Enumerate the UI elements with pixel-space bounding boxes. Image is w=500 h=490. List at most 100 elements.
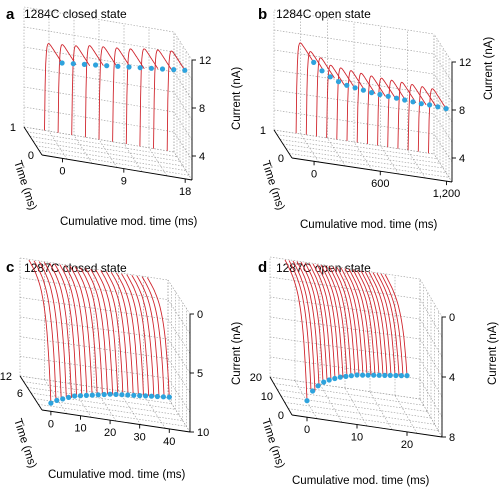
trace-line (304, 262, 328, 380)
grid-line (143, 394, 166, 429)
z-tick-label: 8 (449, 432, 455, 444)
trace-line (64, 265, 88, 396)
panel-c-zlabel: Current (nA) (231, 322, 243, 385)
grid-line (38, 404, 187, 427)
peak-marker (304, 398, 310, 404)
panel-a-y-axis (23, 126, 43, 156)
grid-line (369, 391, 393, 430)
x-tick-label: 0 (59, 165, 65, 177)
panel-d-markers (304, 372, 410, 404)
peak-marker (337, 374, 343, 380)
peak-marker (70, 61, 76, 67)
panel-d-grid (269, 256, 443, 438)
peak-marker (427, 102, 433, 108)
panel-a-title: 1284C closed state (24, 7, 127, 21)
trace-line (80, 267, 103, 395)
grid-line (26, 131, 178, 157)
trace-line (348, 268, 372, 375)
peak-marker (354, 372, 360, 378)
grid-line (19, 356, 169, 379)
peak-marker (393, 372, 399, 379)
trace-line (105, 271, 129, 396)
trace-line (38, 261, 62, 399)
trace-line (377, 77, 396, 146)
grid-line (27, 387, 176, 410)
panel-d-zlabel: Current (nA) (487, 322, 499, 385)
trace-line (340, 267, 364, 376)
panel-c-traces (28, 259, 170, 404)
peak-marker (66, 394, 72, 400)
grid-line (419, 318, 443, 358)
trace-line (316, 264, 340, 377)
trace-line (116, 272, 139, 396)
x-tick-label: 1,200 (433, 188, 461, 200)
peak-marker (143, 393, 149, 399)
peak-marker (104, 63, 110, 69)
grid-line (433, 53, 453, 83)
trace-line (360, 270, 384, 376)
grid-line (327, 137, 346, 167)
trace-line (296, 261, 320, 387)
panel-a-zlabel: Current (nA) (231, 67, 243, 130)
grid-line (69, 383, 92, 418)
peak-marker (371, 372, 377, 378)
trace-line (428, 88, 447, 154)
panel-c-x-axis (41, 409, 191, 433)
panel-b-label: b (258, 6, 267, 23)
trace-line (49, 262, 72, 398)
grid-line (419, 278, 443, 318)
trace-line (308, 263, 332, 381)
peak-marker (321, 379, 327, 385)
peak-marker (326, 377, 332, 383)
trace-line (33, 260, 57, 401)
peak-marker (435, 104, 441, 110)
grid-line (73, 135, 93, 164)
grid-line (19, 277, 169, 300)
peak-marker (137, 393, 143, 399)
peak-marker (137, 65, 143, 71)
panel-b-x-axis (291, 157, 453, 183)
z-tick-label: 0 (197, 309, 203, 321)
trace-line (356, 72, 376, 143)
peak-marker (125, 392, 131, 398)
z-tick-label: 8 (459, 105, 465, 117)
peak-marker (115, 63, 121, 69)
peak-marker (410, 99, 416, 105)
trace-line (110, 271, 134, 396)
peak-marker (319, 68, 325, 74)
grid-line (19, 297, 169, 320)
peak-marker (398, 373, 404, 379)
grid-line (167, 299, 191, 334)
peak-marker (365, 372, 371, 378)
peak-marker (72, 393, 78, 399)
trace-line (300, 261, 324, 383)
trace-line (54, 263, 78, 397)
y-tick-label: 1 (260, 125, 266, 137)
peak-marker (343, 373, 349, 379)
panel-c-grid (19, 257, 191, 433)
trace-line (121, 273, 144, 396)
y-tick-label: 10 (261, 391, 273, 403)
grid-line (280, 395, 432, 419)
peak-marker (107, 391, 113, 397)
x-tick-label: 40 (163, 436, 175, 448)
grid-line (419, 398, 443, 438)
z-tick-label: 0 (449, 312, 455, 324)
peak-marker (59, 60, 65, 66)
grid-line (433, 33, 453, 63)
trace-line (136, 275, 160, 397)
x-tick-label: 20 (104, 427, 116, 439)
panel-a-ylabel: Time (ms) (11, 159, 38, 212)
peak-marker (160, 394, 166, 400)
peak-marker (48, 400, 54, 406)
x-tick-label: 30 (134, 432, 146, 444)
grid-line (23, 6, 175, 33)
peak-marker (369, 90, 375, 96)
trace-line (417, 86, 437, 152)
peak-marker (101, 391, 107, 398)
trace-line (387, 79, 407, 148)
trace-line (324, 265, 348, 377)
y-tick-label: 0 (278, 153, 284, 165)
trace-line (312, 263, 336, 379)
